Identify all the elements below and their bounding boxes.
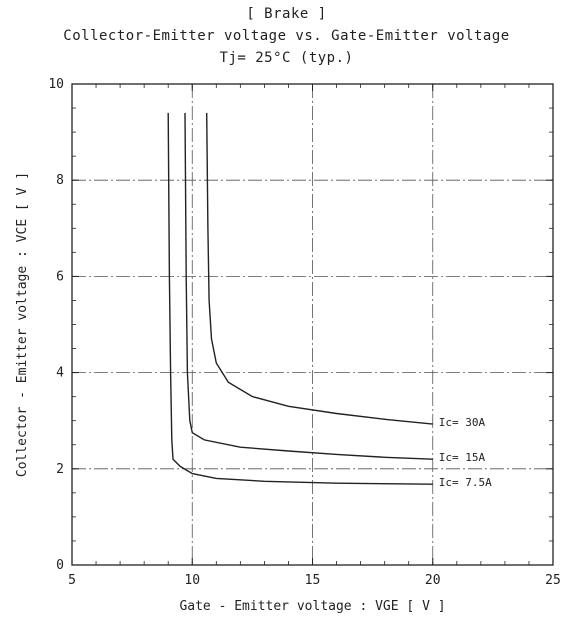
x-tick-label: 5 — [68, 573, 76, 588]
y-axis-label: Collector - Emitter voltage : VCE [ V ] — [15, 172, 30, 477]
series-label-2: Ic= 15A — [439, 451, 486, 464]
x-tick-label: 20 — [425, 573, 441, 588]
axis-ticks: 5 10 15 20 25 0 2 4 6 8 10 — [48, 77, 560, 588]
chart-condition: Tj= 25°C (typ.) — [219, 50, 354, 66]
y-tick-label: 8 — [56, 173, 64, 188]
y-tick-label: 4 — [56, 366, 64, 381]
series-line-3 — [167, 112, 433, 485]
chart-subtitle: Collector-Emitter voltage vs. Gate-Emitt… — [63, 28, 510, 44]
x-axis-label: Gate - Emitter voltage : VGE [ V ] — [179, 599, 445, 614]
y-tick-label: 6 — [56, 269, 64, 284]
series-group — [167, 112, 433, 485]
label-group: Ic= 30A Ic= 15A Ic= 7.5A — [439, 416, 492, 489]
series-line-1 — [206, 112, 433, 425]
y-tick-label: 0 — [56, 558, 64, 573]
y-tick-label: 10 — [48, 77, 64, 92]
series-label-1: Ic= 30A — [439, 416, 486, 429]
x-tick-label: 10 — [184, 573, 200, 588]
grid — [72, 84, 553, 565]
chart-title: [ Brake ] — [246, 6, 327, 22]
series-label-3: Ic= 7.5A — [439, 476, 492, 489]
y-tick-label: 2 — [56, 462, 64, 477]
x-tick-label: 25 — [545, 573, 561, 588]
series-line-2 — [184, 112, 433, 460]
x-tick-label: 15 — [305, 573, 321, 588]
